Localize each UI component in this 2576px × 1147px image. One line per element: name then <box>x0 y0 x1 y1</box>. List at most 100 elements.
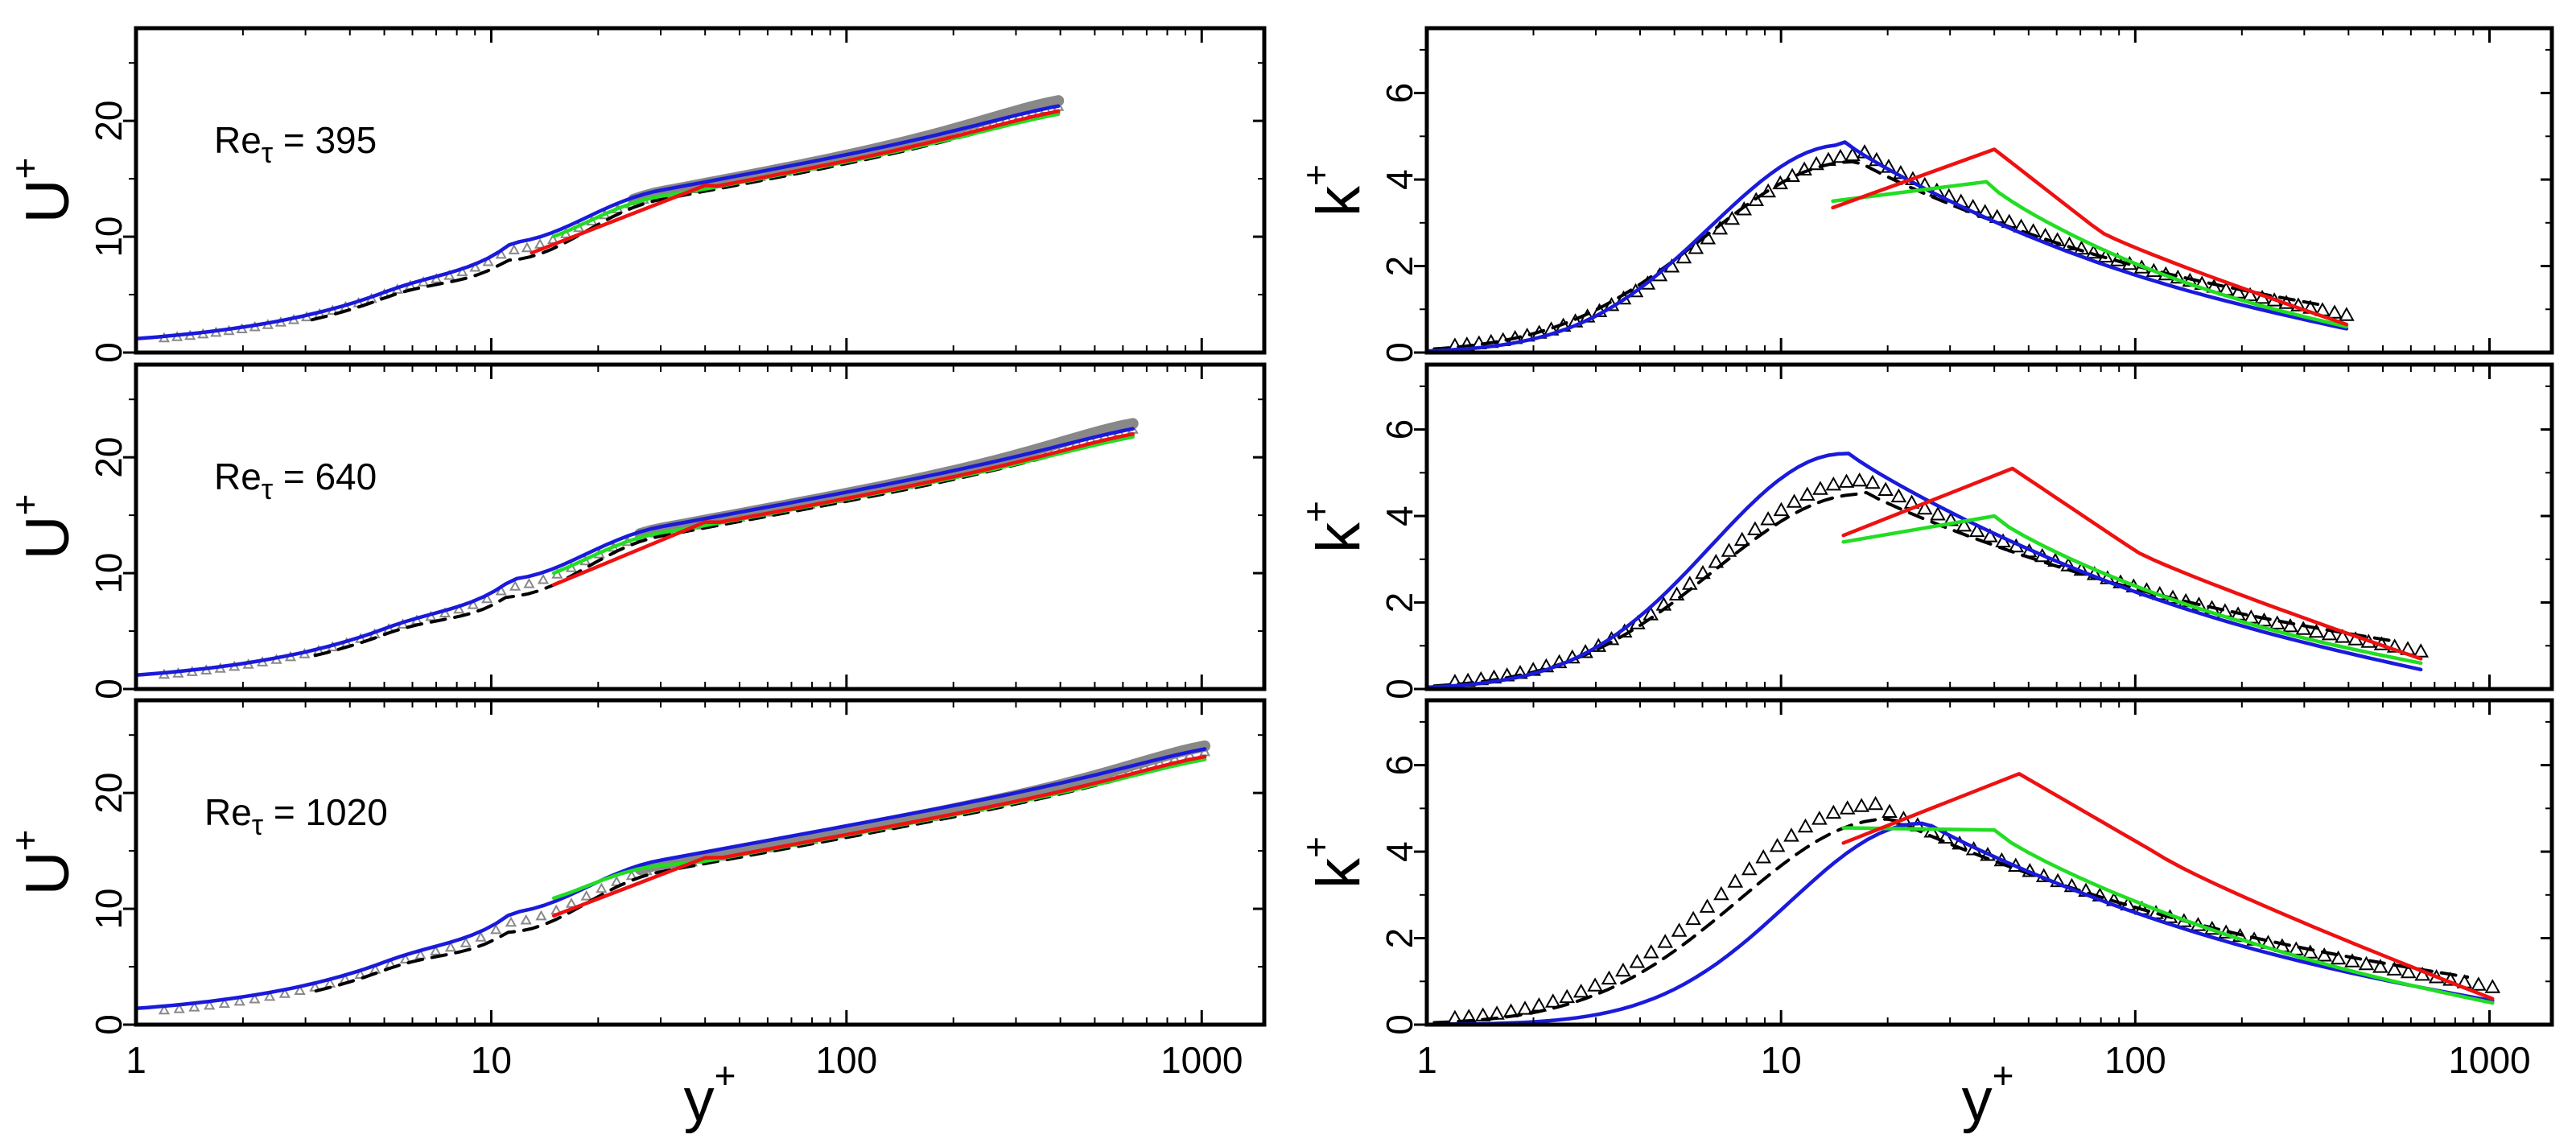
tke-curves <box>1427 140 2355 353</box>
x-ticks: 1 10 100 1000 <box>126 700 1243 1081</box>
dns-marker <box>2400 963 2417 979</box>
dns-marker <box>1668 586 1685 600</box>
dns-marker <box>2085 244 2102 259</box>
dns-marker <box>1832 148 1849 163</box>
x-tick-label: 100 <box>2104 1039 2166 1081</box>
dns-marker <box>2358 955 2375 971</box>
dns-marker <box>1587 977 1603 992</box>
y-ticks: 0 10 20 <box>88 62 1264 363</box>
red-line <box>551 431 1135 587</box>
dns-marker <box>2061 236 2078 251</box>
dns-marker <box>460 937 472 947</box>
blue-line <box>1427 821 2495 1025</box>
dns-marker <box>1657 934 1674 948</box>
panel-tke-640: 0 2 4 6 k+ <box>1295 362 2554 699</box>
dns-marker <box>2484 979 2501 993</box>
dns-marker <box>523 577 535 588</box>
dns-marker <box>1796 161 1812 175</box>
x-tick-label: 10 <box>471 1039 512 1081</box>
re-label: Reτ = 1020 <box>204 791 388 841</box>
dns-marker <box>469 261 481 272</box>
dashed-line <box>1432 160 2323 351</box>
dns-marker <box>399 953 411 963</box>
y-tick-label: 0 <box>88 679 130 699</box>
dns-marker <box>2386 638 2403 653</box>
y-axis-label: k+ <box>1295 836 1373 889</box>
green-line <box>1841 826 2495 1005</box>
panel-velocity-640: 0 10 20U+ Reτ = 640 <box>4 362 1267 699</box>
dashed-line <box>1432 491 2398 688</box>
dns-marker <box>475 931 487 942</box>
y-axis-label: U+ <box>4 830 82 896</box>
y-axis-label: U+ <box>4 158 82 224</box>
dns-marker <box>1727 873 1744 888</box>
dns-marker <box>2282 617 2298 633</box>
tke-curves <box>1427 452 2430 689</box>
dns-marker <box>1769 837 1786 852</box>
x-tick-label: 1000 <box>1160 1039 1243 1081</box>
dns-marker <box>1721 543 1737 557</box>
dns-marker <box>354 968 366 979</box>
dns-marker <box>1851 472 1868 487</box>
dns-marker <box>565 897 578 908</box>
dns-marker <box>1825 804 1842 819</box>
dns-marker <box>2344 953 2360 968</box>
red-line <box>551 754 1207 918</box>
blue-line <box>136 104 1061 340</box>
x-ticks <box>134 365 1203 689</box>
y-tick-label: 10 <box>88 552 130 593</box>
dns-marker <box>1572 983 1589 998</box>
dns-marker <box>2316 947 2333 962</box>
dns-marker <box>1741 860 1758 876</box>
panel-velocity-395: 0 10 20U+ Reτ = 395 <box>4 26 1267 363</box>
y-tick-label: 0 <box>1379 679 1420 699</box>
y-tick-label: 0 <box>88 1014 130 1035</box>
y-tick-label: 20 <box>88 101 130 142</box>
velocity-curves <box>136 418 1139 679</box>
x-tick-label: 1 <box>1416 1039 1437 1081</box>
blue-line <box>136 427 1135 677</box>
dns-marker <box>1867 795 1884 811</box>
dns-marker <box>1786 493 1803 508</box>
y-tick-label: 4 <box>1379 505 1420 526</box>
y-tick-label: 10 <box>88 216 130 257</box>
dns-marker <box>1699 898 1716 913</box>
green-line <box>1841 514 2423 666</box>
x-axis-label: y+ <box>684 1054 736 1134</box>
dns-marker <box>1839 800 1856 815</box>
plot-frame <box>1424 698 2554 1027</box>
dns-marker <box>2049 232 2066 246</box>
y-tick-label: 6 <box>1379 419 1420 440</box>
dns-marker <box>1748 192 1765 206</box>
dns-marker <box>2339 307 2355 321</box>
dns-marker <box>1713 885 1729 901</box>
y-tick-label: 6 <box>1379 755 1420 776</box>
dns-marker <box>1685 910 1701 926</box>
dns-marker <box>509 580 521 591</box>
dns-marker <box>495 584 507 596</box>
dns-marker <box>611 876 623 886</box>
y-ticks: 0 2 4 6 <box>1379 48 2552 363</box>
x-ticks: 1 10 100 1000 <box>1416 700 2531 1081</box>
dns-marker <box>490 923 502 935</box>
y-tick-label: 20 <box>88 773 130 814</box>
dashed-line <box>1432 817 2470 1025</box>
dns-marker <box>1968 522 1985 538</box>
dns-marker <box>1825 476 1842 491</box>
y-tick-label: 2 <box>1379 592 1420 613</box>
re-label: Reτ = 640 <box>214 456 377 505</box>
y-tick-label: 2 <box>1379 256 1420 277</box>
dns-marker <box>505 916 517 927</box>
dns-marker <box>2290 297 2306 312</box>
dns-marker <box>1747 521 1763 535</box>
dns-marker <box>467 598 479 609</box>
y-axis-label: U+ <box>4 494 82 560</box>
dns-marker <box>233 995 245 1006</box>
y-tick-label: 0 <box>1379 342 1420 363</box>
dns-marker <box>521 241 534 253</box>
dns-marker <box>2372 959 2388 973</box>
dns-marker <box>1982 528 1998 543</box>
dns-marker <box>535 910 547 921</box>
dns-marker <box>1642 944 1659 959</box>
